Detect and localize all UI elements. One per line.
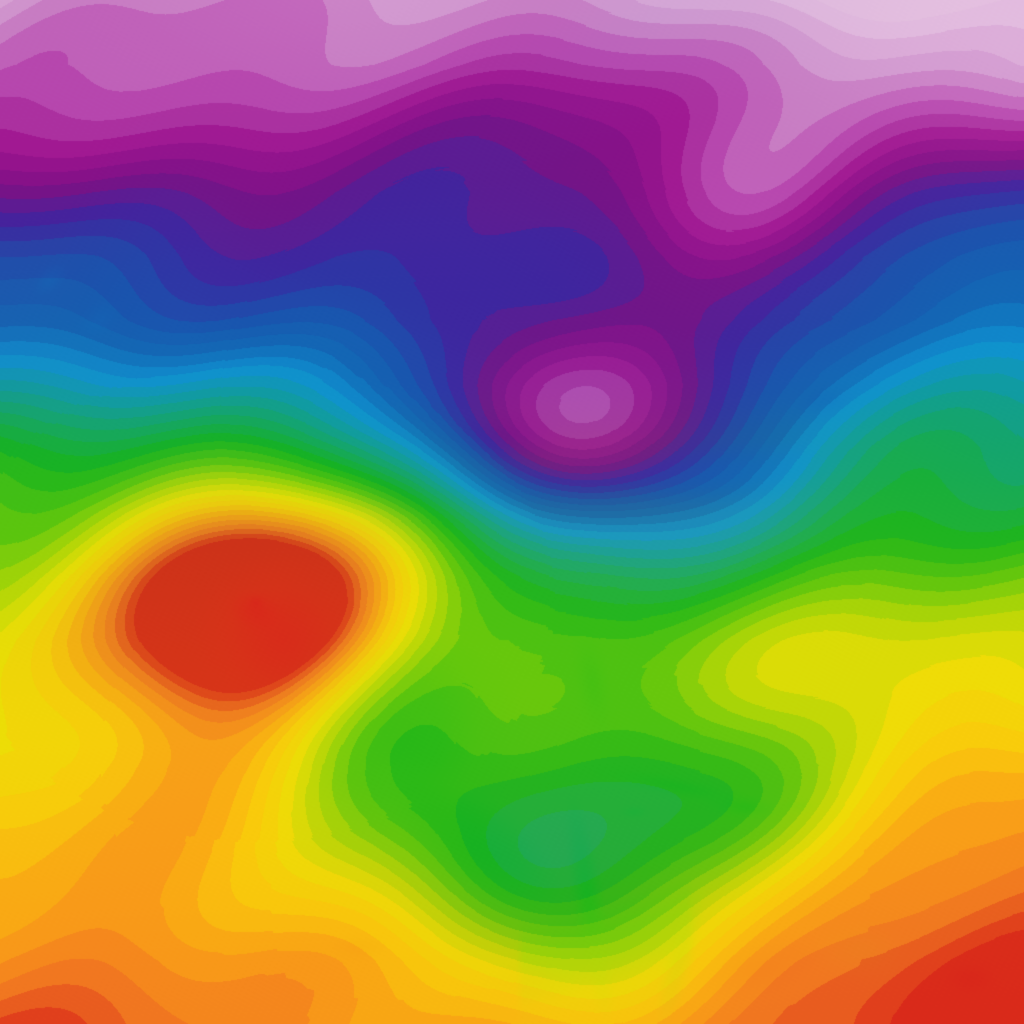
haida-gwaii-cool-patch xyxy=(0,230,100,330)
puerto-rico-cool-patch xyxy=(775,795,825,817)
isthmus-cordillera-segment xyxy=(526,784,654,1024)
eastern-pacific-hot-pool xyxy=(100,900,520,1024)
cold-front-edge-streak-west xyxy=(125,183,575,477)
andes-cool-ribbon xyxy=(623,871,747,1024)
cold-front-edge-streak-central xyxy=(376,401,904,549)
cold-pocket-deep-blue-east xyxy=(754,352,896,448)
cold-pocket-prairies xyxy=(300,430,480,580)
jamaica-cool-patch xyxy=(612,800,656,824)
florida-peninsula-cool-patch xyxy=(544,614,646,756)
hispaniola-cool-patch xyxy=(688,780,802,835)
cold-pocket-deep-blue-west xyxy=(430,390,580,480)
central-american-cordillera xyxy=(520,850,690,1024)
yucatan-warm-patch xyxy=(500,800,620,900)
sonoran-heat-core xyxy=(214,573,300,652)
rocky-mountains-cool-ribbon xyxy=(166,475,434,775)
eastern-pacific-hot-pixel xyxy=(320,930,400,964)
vancouver-island-cool-patch xyxy=(42,264,158,376)
pacific-warm-pixel xyxy=(470,955,580,1005)
gulf-of-mexico-warm-water xyxy=(400,650,660,790)
venezuela-heat-pocket xyxy=(935,955,1005,1003)
appalachian-cool-ribbon xyxy=(564,506,806,734)
lesser-antilles-cool-patch xyxy=(800,910,930,1000)
sierra-madre-cool-ribbon xyxy=(203,585,627,995)
mexican-plateau-cool-ribbon xyxy=(302,692,658,1018)
llanos-heat-core xyxy=(642,872,898,1024)
hottest-pixel-sonora xyxy=(245,595,267,611)
great-lakes-cool-patch xyxy=(594,404,866,546)
desert-southwest-heat-core xyxy=(137,504,433,786)
cuba-cool-patch xyxy=(576,741,784,834)
